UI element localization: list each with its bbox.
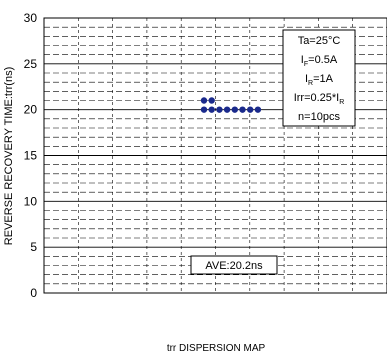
- data-point: [231, 106, 238, 113]
- data-point: [200, 97, 208, 104]
- condition-forward-current: IF=0.5A: [301, 54, 338, 68]
- data-point: [254, 106, 262, 113]
- data-point: [247, 106, 254, 113]
- y-axis-title: REVERSE RECOVERY TIME:trr(ns): [3, 67, 15, 245]
- condition-sample-count: n=10pcs: [298, 111, 340, 123]
- condition-reverse-current: IR=1A: [305, 73, 334, 87]
- data-point: [239, 106, 246, 113]
- y-tick-label: 15: [24, 149, 38, 163]
- data-points: [200, 97, 262, 113]
- y-tick-labels: 0 5 10 15 20 25 30: [24, 11, 38, 300]
- average-box-frame: [190, 255, 278, 275]
- data-point: [208, 106, 215, 113]
- y-tick-label: 0: [30, 286, 37, 300]
- y-tick-label: 5: [30, 240, 37, 254]
- condition-irr: Irr=0.25*IR: [294, 92, 345, 106]
- data-point: [208, 97, 215, 104]
- conditions-box-frame: [282, 29, 356, 127]
- y-tick-label: 10: [24, 194, 38, 208]
- data-point: [223, 106, 231, 113]
- y-tick-label: 30: [24, 11, 38, 25]
- average-label: AVE:20.2ns: [205, 260, 263, 272]
- average-box: AVE:20.2ns: [190, 255, 278, 275]
- y-tick-label: 25: [24, 57, 38, 71]
- data-point: [200, 106, 208, 113]
- chart-caption: trr DISPERSION MAP: [167, 343, 266, 354]
- condition-temperature: Ta=25°C: [298, 35, 341, 47]
- conditions-box: Ta=25°C IF=0.5A IR=1A Irr=0.25*IR n=10pc…: [282, 29, 356, 127]
- data-point: [216, 106, 223, 113]
- plot-frame: [43, 17, 387, 294]
- y-tick-label: 20: [24, 103, 38, 117]
